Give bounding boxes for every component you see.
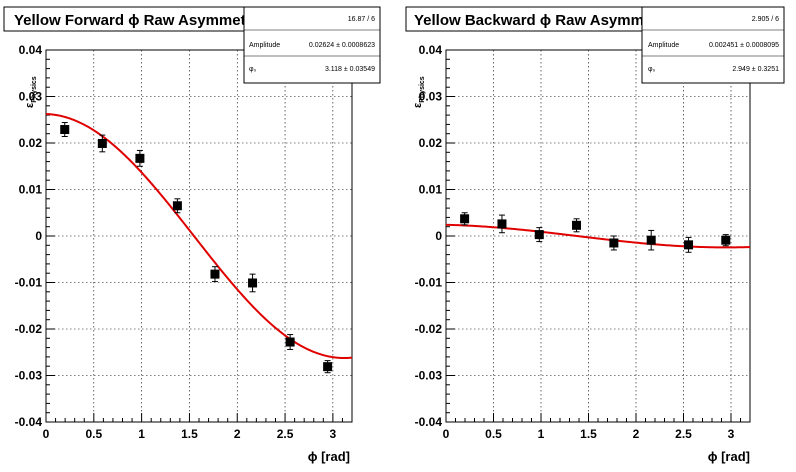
fit-curve [45, 113, 353, 360]
data-point [609, 238, 619, 248]
x-tick-label: 1 [138, 427, 145, 441]
y-tick-label: 0 [35, 229, 42, 243]
data-point [684, 240, 694, 250]
y-tick-label: -0.04 [415, 415, 443, 429]
stat-name-amplitude: Amplitude [648, 42, 679, 49]
title-box [3, 6, 281, 32]
y-tick-label: 0.02 [419, 136, 443, 150]
data-point [135, 153, 145, 163]
x-tick-label: 0.5 [85, 427, 102, 441]
x-tick-label: 2 [633, 427, 640, 441]
data-point [248, 278, 258, 288]
x-axis-label: ϕ [rad] [708, 449, 750, 464]
data-point [210, 269, 220, 279]
data-point [285, 337, 295, 347]
y-axis-label: εPhysics [412, 76, 426, 108]
x-tick-label: 1.5 [580, 427, 597, 441]
x-tick-label: 0 [443, 427, 450, 441]
y-tick-label: -0.02 [15, 322, 43, 336]
x-tick-label: 3 [330, 427, 337, 441]
stat-value-phi0: 3.118 ± 0.03549 [325, 66, 375, 73]
forward-asymmetry-panel: Yellow Forward ϕ Raw Asymmetry 0 0.5 1 1.5 2… [3, 6, 381, 464]
data-point [97, 138, 107, 148]
chart-title: Yellow Backward ϕ Raw Asymmetry [414, 12, 672, 29]
data-point [460, 214, 470, 224]
y-tick-label: -0.01 [415, 276, 443, 290]
data-point [172, 201, 182, 211]
stat-value-amplitude: 0.002451 ± 0.0008095 [709, 42, 779, 49]
x-axis-label: ϕ [rad] [308, 449, 350, 464]
stat-name-phi0: φ₀ [249, 66, 257, 73]
y-tick-label: 0.03 [19, 90, 43, 104]
chi2-ndf: 2.905 / 6 [752, 16, 779, 23]
y-tick-label: 0.01 [419, 183, 443, 197]
x-tick-label: 2.5 [277, 427, 294, 441]
y-tick-label: -0.03 [415, 369, 443, 383]
data-point [534, 230, 544, 240]
data-point [497, 219, 507, 229]
stats-box: 16.87 / 6 Amplitude 0.02624 ± 0.0008623 … [243, 6, 381, 84]
data-point [60, 125, 70, 135]
x-tick-label: 0.5 [485, 427, 502, 441]
y-tick-label: -0.04 [15, 415, 43, 429]
plot-area: 0 0.5 1 1.5 2 2.5 3 -0.04 -0.03 -0.02 -0.01 0 0.01 0.… [15, 43, 353, 441]
stat-name-amplitude: Amplitude [249, 42, 280, 49]
data-point [572, 220, 582, 230]
y-tick-label: 0 [435, 229, 442, 243]
y-tick-label: 0.04 [19, 43, 43, 57]
y-axis-label: εPhysics [24, 76, 38, 108]
data-point [646, 235, 656, 245]
data-point [721, 235, 731, 245]
y-tick-label: -0.03 [15, 369, 43, 383]
fit-curve [445, 223, 751, 249]
y-tick-label: 0.04 [419, 43, 443, 57]
y-tick-label: -0.01 [15, 276, 43, 290]
stat-value-phi0: 2.949 ± 0.3251 [732, 66, 779, 73]
data-point [323, 362, 333, 372]
x-tick-label: 2 [234, 427, 241, 441]
y-tick-label: 0.02 [19, 136, 43, 150]
y-tick-label: 0.01 [19, 183, 43, 197]
backward-asymmetry-panel: Yellow Backward ϕ Raw Asymmetry 0 0.5 1 1.5… [405, 6, 785, 464]
y-tick-label: -0.02 [415, 322, 443, 336]
stat-name-phi0: φ₀ [648, 66, 656, 73]
x-tick-label: 1 [538, 427, 545, 441]
stat-value-amplitude: 0.02624 ± 0.0008623 [309, 42, 375, 49]
x-tick-label: 3 [728, 427, 735, 441]
x-tick-label: 2.5 [675, 427, 692, 441]
y-tick-label: 0.03 [419, 90, 443, 104]
stats-box: 2.905 / 6 Amplitude 0.002451 ± 0.0008095… [641, 6, 785, 84]
chi2-ndf: 16.87 / 6 [348, 16, 375, 23]
x-tick-label: 0 [43, 427, 50, 441]
chart-title: Yellow Forward ϕ Raw Asymmetry [14, 12, 260, 29]
plot-area: 0 0.5 1 1.5 2 2.5 3 -0.04 -0.03 -0.02 -0.01 0 0.01 0.… [415, 43, 751, 441]
x-tick-label: 1.5 [181, 427, 198, 441]
